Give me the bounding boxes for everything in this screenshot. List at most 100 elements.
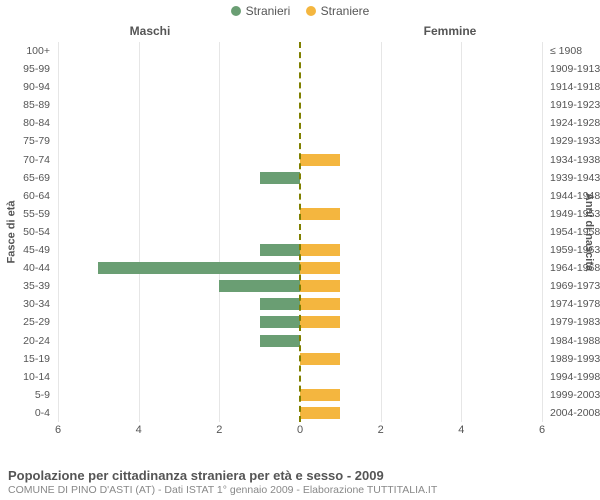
- x-tick: 4: [458, 424, 464, 436]
- panel-title-female: Femmine: [300, 24, 600, 38]
- bar-female: [300, 298, 340, 310]
- table-row: [300, 169, 542, 187]
- birth-label: 1959-1963: [550, 241, 600, 259]
- age-label: 40-44: [0, 259, 50, 277]
- age-label: 85-89: [0, 96, 50, 114]
- x-tick: 0: [297, 424, 303, 436]
- age-label: 25-29: [0, 313, 50, 331]
- age-label: 75-79: [0, 132, 50, 150]
- legend-label-female: Straniere: [321, 4, 370, 18]
- age-label: 100+: [0, 42, 50, 60]
- table-row: [300, 404, 542, 422]
- birth-label: 1969-1973: [550, 277, 600, 295]
- table-row: [58, 132, 300, 150]
- x-tick: 2: [216, 424, 222, 436]
- table-row: [58, 169, 300, 187]
- x-axis: 6420246: [58, 422, 542, 442]
- table-row: [300, 350, 542, 368]
- birth-label: 1934-1938: [550, 151, 600, 169]
- legend-swatch-male: [231, 6, 241, 16]
- age-label: 65-69: [0, 169, 50, 187]
- table-row: [300, 60, 542, 78]
- center-divider: [299, 42, 301, 422]
- birth-label: 1924-1928: [550, 114, 600, 132]
- age-label: 60-64: [0, 187, 50, 205]
- birth-label: 2004-2008: [550, 404, 600, 422]
- birth-label: 1914-1918: [550, 78, 600, 96]
- table-row: [300, 96, 542, 114]
- bar-female: [300, 353, 340, 365]
- table-row: [58, 404, 300, 422]
- table-row: [300, 295, 542, 313]
- age-label: 55-59: [0, 205, 50, 223]
- table-row: [58, 259, 300, 277]
- table-row: [300, 78, 542, 96]
- y-labels-age: 100+95-9990-9485-8980-8475-7970-7465-696…: [0, 42, 54, 422]
- age-label: 80-84: [0, 114, 50, 132]
- bar-female: [300, 389, 340, 401]
- bar-male: [260, 172, 300, 184]
- panel-title-male: Maschi: [0, 24, 300, 38]
- table-row: [300, 313, 542, 331]
- chart-footer: Popolazione per cittadinanza straniera p…: [8, 468, 592, 496]
- table-row: [300, 42, 542, 60]
- table-row: [58, 60, 300, 78]
- birth-label: 1909-1913: [550, 60, 600, 78]
- birth-label: 1979-1983: [550, 313, 600, 331]
- age-label: 70-74: [0, 151, 50, 169]
- birth-label: 1954-1958: [550, 223, 600, 241]
- table-row: [300, 332, 542, 350]
- age-label: 90-94: [0, 78, 50, 96]
- table-row: [300, 151, 542, 169]
- birth-label: ≤ 1908: [550, 42, 600, 60]
- bar-female: [300, 154, 340, 166]
- age-label: 50-54: [0, 223, 50, 241]
- table-row: [58, 368, 300, 386]
- table-row: [58, 96, 300, 114]
- birth-label: 1944-1948: [550, 187, 600, 205]
- x-tick: 6: [55, 424, 61, 436]
- age-label: 0-4: [0, 404, 50, 422]
- birth-label: 1984-1988: [550, 332, 600, 350]
- table-row: [300, 187, 542, 205]
- chart-container: Stranieri Straniere Maschi Femmine Fasce…: [0, 0, 600, 500]
- birth-label: 1949-1953: [550, 205, 600, 223]
- table-row: [58, 295, 300, 313]
- bar-male: [260, 298, 300, 310]
- bar-male: [260, 316, 300, 328]
- table-row: [300, 114, 542, 132]
- birth-label: 1994-1998: [550, 368, 600, 386]
- birth-label: 1999-2003: [550, 386, 600, 404]
- table-row: [300, 368, 542, 386]
- bar-female: [300, 407, 340, 419]
- bar-female: [300, 262, 340, 274]
- table-row: [58, 241, 300, 259]
- birth-label: 1964-1968: [550, 259, 600, 277]
- x-tick: 6: [539, 424, 545, 436]
- legend-item-female: Straniere: [306, 4, 370, 18]
- age-label: 20-24: [0, 332, 50, 350]
- table-row: [300, 223, 542, 241]
- table-row: [300, 259, 542, 277]
- table-row: [58, 187, 300, 205]
- table-row: [300, 205, 542, 223]
- bars-male: [58, 42, 300, 422]
- table-row: [58, 78, 300, 96]
- table-row: [58, 151, 300, 169]
- birth-label: 1974-1978: [550, 295, 600, 313]
- bar-male: [98, 262, 300, 274]
- bar-female: [300, 316, 340, 328]
- chart-subtitle: COMUNE DI PINO D'ASTI (AT) - Dati ISTAT …: [8, 484, 592, 496]
- y-labels-birth: ≤ 19081909-19131914-19181919-19231924-19…: [546, 42, 600, 422]
- table-row: [58, 313, 300, 331]
- age-label: 30-34: [0, 295, 50, 313]
- chart-area: 6420246: [58, 42, 542, 442]
- age-label: 95-99: [0, 60, 50, 78]
- birth-label: 1929-1933: [550, 132, 600, 150]
- table-row: [58, 386, 300, 404]
- table-row: [58, 332, 300, 350]
- chart-title: Popolazione per cittadinanza straniera p…: [8, 468, 592, 483]
- grid-line: [542, 42, 543, 422]
- bar-male: [219, 280, 300, 292]
- birth-label: 1919-1923: [550, 96, 600, 114]
